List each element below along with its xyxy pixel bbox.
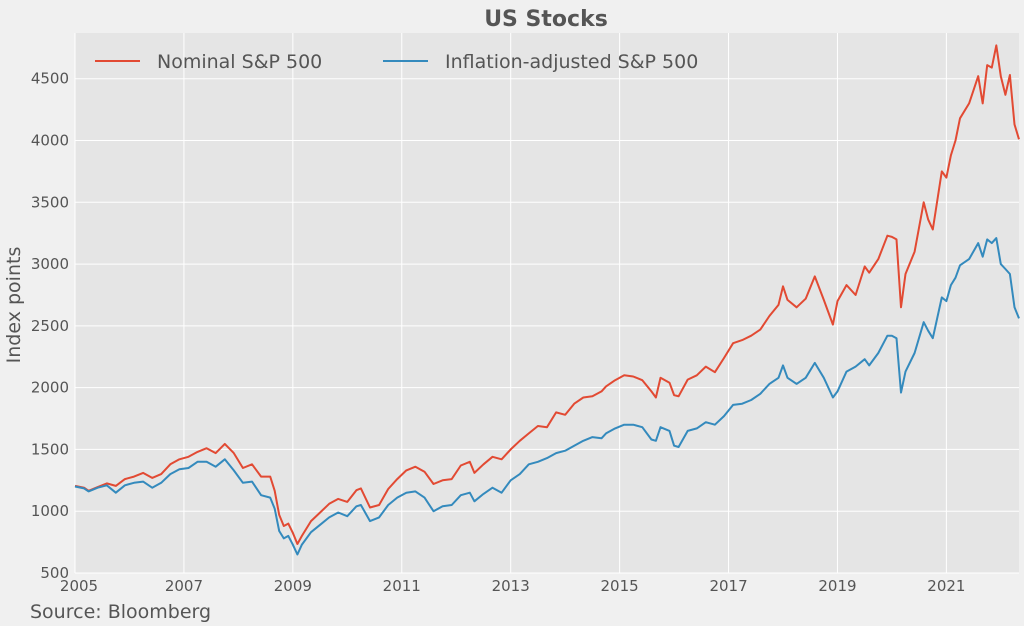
- legend-label-1: Inflation-adjusted S&P 500: [445, 51, 698, 73]
- y-tick-label: 2500: [31, 317, 69, 335]
- y-tick-label: 500: [40, 564, 69, 582]
- x-tick-label: 2011: [383, 577, 421, 595]
- y-tick-label: 2000: [31, 379, 69, 397]
- y-tick-label: 4500: [31, 70, 69, 88]
- x-tick-label: 2017: [709, 577, 747, 595]
- x-tick-label: 2013: [492, 577, 530, 595]
- series-lines: [74, 44, 1020, 556]
- y-axis-label: Index points: [3, 247, 25, 364]
- y-tick-label: 4000: [31, 132, 69, 150]
- x-tick-label: 2021: [927, 577, 965, 595]
- y-tick-labels: 500 1000 1500 2000 2500 3000 3500 4000 4500: [31, 70, 69, 582]
- y-tick-label: 3000: [31, 255, 69, 273]
- y-tick-label: 1500: [31, 440, 69, 458]
- source-note: Source: Bloomberg: [30, 601, 211, 623]
- series-line-1: [74, 237, 1020, 556]
- x-tick-label: 2007: [165, 577, 203, 595]
- x-tick-label: 2019: [818, 577, 856, 595]
- y-tick-label: 1000: [31, 502, 69, 520]
- x-tick-label: 2009: [274, 577, 312, 595]
- plot-area: [75, 33, 1019, 573]
- legend: Nominal S&P 500 Inflation-adjusted S&P 50…: [95, 51, 698, 73]
- grid: [74, 33, 1019, 574]
- x-tick-label: 2015: [601, 577, 639, 595]
- series-line-0: [74, 44, 1020, 545]
- chart-title: US Stocks: [484, 7, 608, 32]
- y-tick-label: 3500: [31, 193, 69, 211]
- x-tick-labels: 2005 2007 2009 2011 2013 2015 2017 2019 2021: [60, 577, 966, 595]
- x-tick-label: 2005: [60, 577, 98, 595]
- legend-label-0: Nominal S&P 500: [157, 51, 322, 73]
